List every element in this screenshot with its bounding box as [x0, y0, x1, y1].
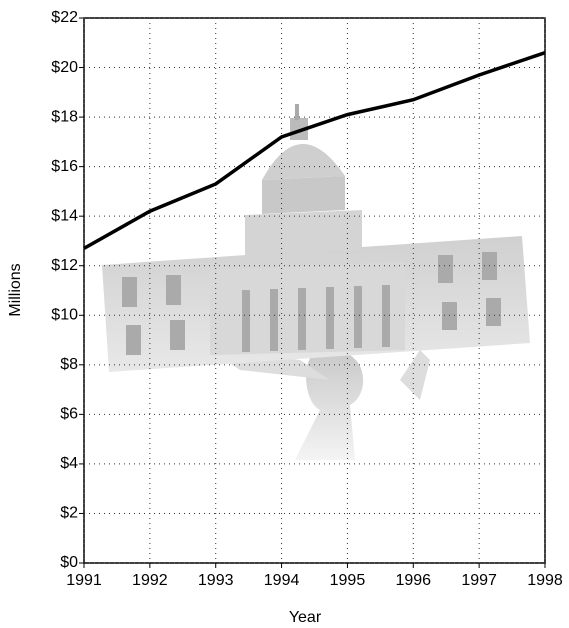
y-tick-label: $8 — [60, 356, 78, 373]
y-tick-label: $16 — [51, 158, 78, 175]
y-tick-label: $6 — [60, 406, 78, 423]
y-tick-label: $4 — [60, 455, 78, 472]
y-tick-label: $20 — [51, 59, 78, 76]
y-tick-label: $10 — [51, 306, 78, 323]
x-tick-label: 1998 — [527, 572, 563, 589]
x-tick-label: 1991 — [66, 572, 102, 589]
y-tick-label: $0 — [60, 554, 78, 571]
chart: Year Millions $0 $2 $4 $6 $8 $10 $12 $14 $16 $18 $… — [0, 0, 569, 628]
y-tick-label: $18 — [51, 108, 78, 125]
y-tick-label: $14 — [51, 207, 78, 224]
x-tick-label: 1995 — [330, 572, 366, 589]
x-tick-label: 1992 — [132, 572, 168, 589]
x-axis-label: Year — [289, 609, 322, 626]
y-tick-label: $2 — [60, 505, 78, 522]
y-tick-label: $22 — [51, 9, 78, 26]
x-tick-label: 1996 — [395, 572, 431, 589]
y-tick-label: $12 — [51, 257, 78, 274]
x-tick-label: 1993 — [198, 572, 234, 589]
capitol-illustration — [102, 104, 530, 460]
x-tick-label: 1997 — [461, 572, 497, 589]
x-tick-label: 1994 — [264, 572, 300, 589]
y-axis-label: Millions — [7, 263, 24, 316]
